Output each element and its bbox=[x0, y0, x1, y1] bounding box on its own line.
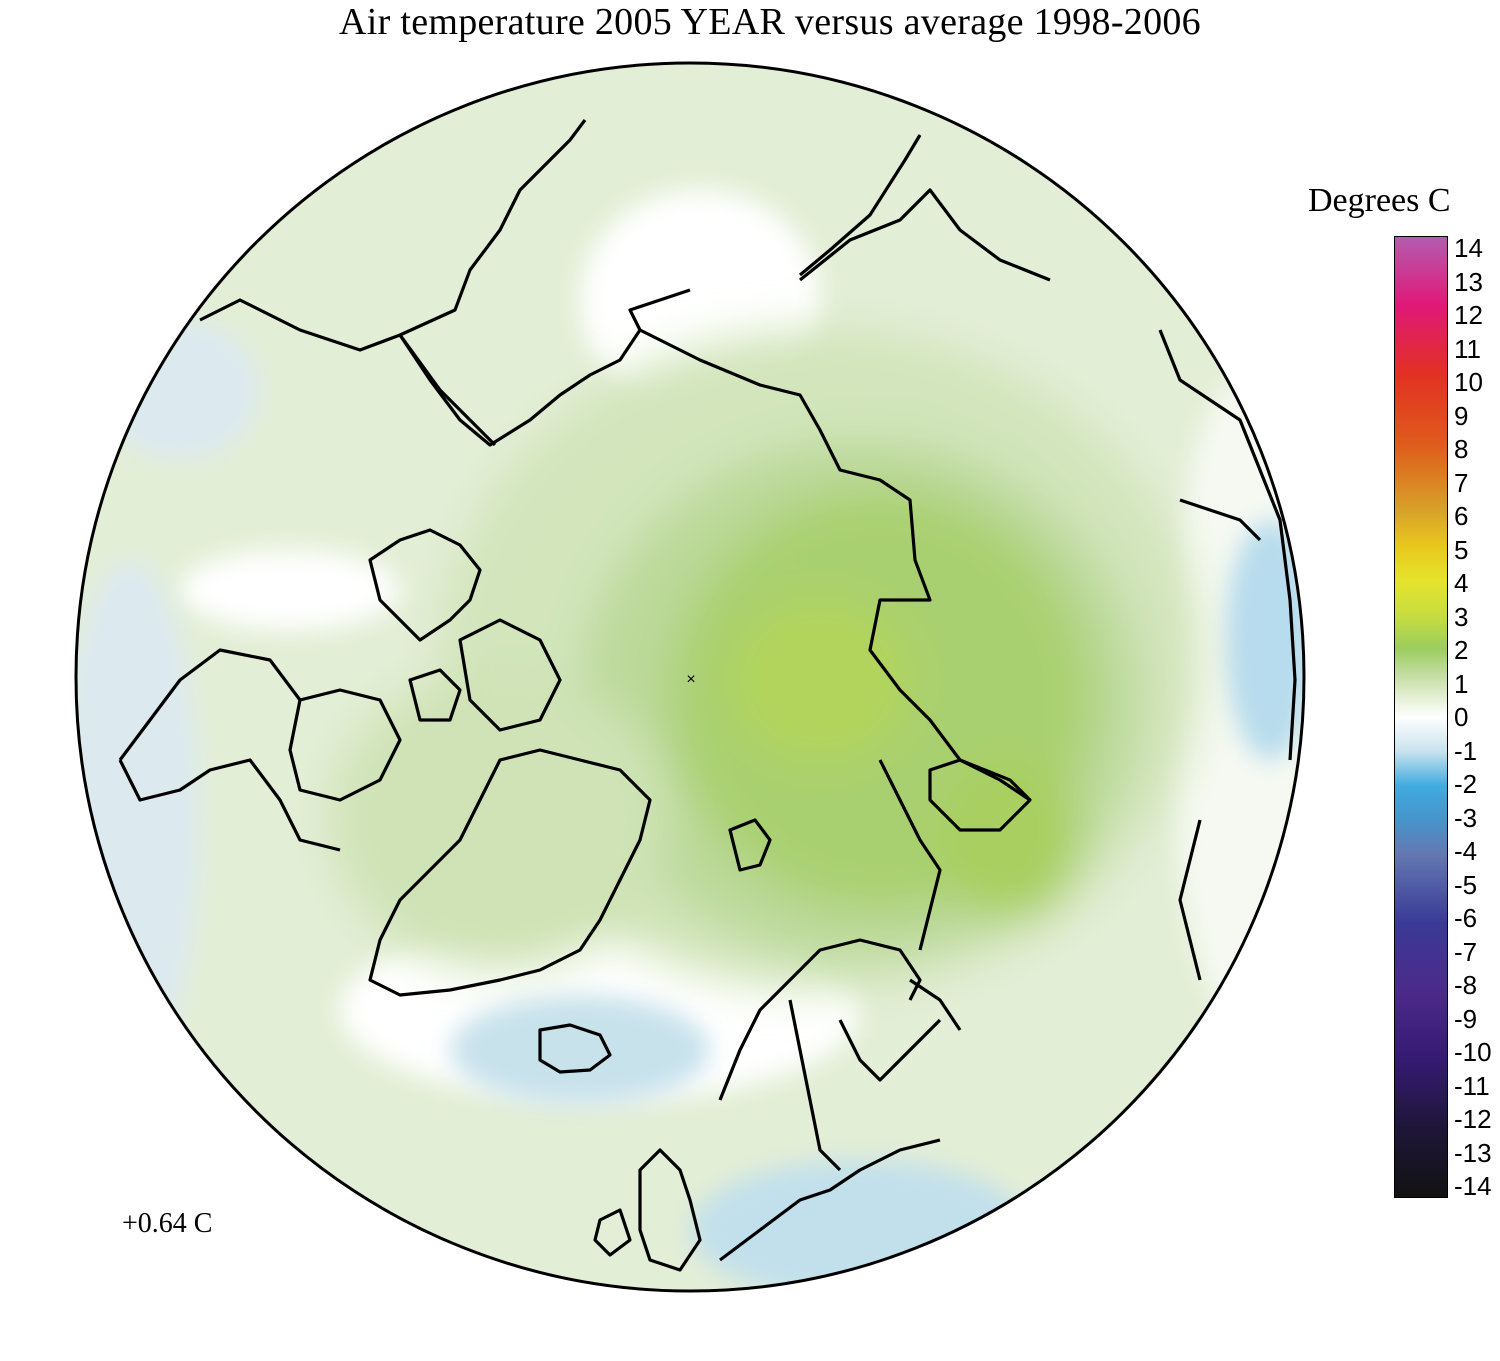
colorbar-tick-label: 11 bbox=[1454, 333, 1481, 364]
coast-east-asia-lower bbox=[1179, 498, 1262, 542]
field-cool-west bbox=[76, 560, 200, 1080]
map-boundary bbox=[74, 61, 1306, 1293]
coast-kara bbox=[878, 759, 942, 951]
colorbar-tick-label: -2 bbox=[1454, 769, 1478, 799]
coast-britain bbox=[638, 1148, 702, 1272]
colorbar-tick-label: -13 bbox=[1454, 1137, 1492, 1168]
coast-europe bbox=[719, 1138, 941, 1262]
coast-baffin bbox=[288, 688, 402, 802]
colorbar-tick-label: -4 bbox=[1454, 836, 1478, 866]
colorbar-tick-label: 13 bbox=[1454, 266, 1483, 297]
north-pole-marker: × bbox=[686, 671, 695, 688]
coast-east-asia bbox=[1158, 329, 1297, 761]
colorbar-tick-label: 6 bbox=[1454, 501, 1469, 531]
colorbar-tick-label: -5 bbox=[1454, 869, 1478, 900]
coast-finland bbox=[838, 1018, 942, 1082]
field-cool-iceland bbox=[450, 995, 710, 1105]
coast-kamchatka bbox=[798, 134, 922, 277]
colorbar-tick-label: -10 bbox=[1454, 1037, 1492, 1067]
colorbar-tick-label: 3 bbox=[1454, 601, 1469, 632]
colorbar-unit-label: Degrees C bbox=[1308, 182, 1451, 219]
colorbar-tick-label: -3 bbox=[1454, 802, 1478, 833]
colorbar-tick-label: 10 bbox=[1454, 367, 1483, 397]
map-title: Air temperature 2005 YEAR versus average… bbox=[338, 1, 1201, 43]
coast-sweden bbox=[788, 999, 842, 1172]
coast-svalbard bbox=[728, 818, 772, 872]
field-neutral-baffin bbox=[180, 550, 400, 630]
colorbar-tick-label: -7 bbox=[1454, 936, 1478, 967]
coast-archipelago-3 bbox=[408, 668, 462, 722]
coast-archipelago-2 bbox=[458, 618, 562, 732]
colorbar-tick-label: -1 bbox=[1454, 735, 1478, 766]
coast-ireland bbox=[593, 1208, 632, 1257]
coast-novaya-zemlya bbox=[928, 758, 1032, 832]
border-alaska-canada bbox=[398, 334, 497, 447]
colorbar-tick-label: -8 bbox=[1454, 970, 1478, 1000]
coast-chukotka bbox=[639, 328, 1032, 802]
colorbar-tick-label: 9 bbox=[1454, 400, 1469, 431]
colorbar-tick-label: 14 bbox=[1454, 233, 1483, 263]
colorbar-tick-labels: 14 13 12 11 10 9 8 7 6 5 4 3 2 1 0 -1 -2 -3 -4 -5 -6 -7 -8 -9 -1… bbox=[1454, 233, 1500, 1201]
colorbar-tick-label: 4 bbox=[1454, 568, 1469, 598]
colorbar-tick-label: -11 bbox=[1454, 1070, 1490, 1101]
colorbar-tick-label: -12 bbox=[1454, 1104, 1492, 1134]
colorbar-tick-label: 0 bbox=[1454, 702, 1469, 732]
colorbar bbox=[1394, 236, 1448, 1198]
field-warm-core bbox=[730, 600, 910, 760]
coast-iceland bbox=[538, 1023, 612, 1074]
coast-canada-arctic bbox=[398, 288, 691, 447]
coast-norway bbox=[718, 938, 922, 1101]
colorbar-tick-label: 2 bbox=[1454, 635, 1469, 665]
coast-archipelago-1 bbox=[368, 528, 482, 642]
colorbar-tick-label: 7 bbox=[1454, 467, 1469, 498]
colorbar-tick-label: 1 bbox=[1454, 668, 1469, 699]
border-russia-kazakh bbox=[909, 978, 962, 1031]
field-cool-europe bbox=[690, 1160, 1030, 1291]
coast-hudson-west bbox=[118, 648, 302, 761]
coast-greenland bbox=[368, 748, 652, 997]
colorbar-tick-label: -14 bbox=[1454, 1171, 1492, 1201]
coast-east-siberia bbox=[799, 188, 1051, 282]
field-warm-greenland bbox=[330, 670, 670, 970]
colorbar-tick-label: 12 bbox=[1454, 300, 1483, 330]
colorbar-tick-label: -9 bbox=[1454, 1003, 1478, 1034]
coastlines bbox=[118, 119, 1297, 1272]
coast-alaska bbox=[199, 119, 587, 352]
colorbar-tick-label: -6 bbox=[1454, 903, 1478, 933]
coast-siberia-east bbox=[1178, 819, 1202, 981]
coast-hudson-bay bbox=[118, 758, 341, 852]
mean-anomaly-label: +0.64 C bbox=[122, 1208, 213, 1239]
colorbar-tick-label: 5 bbox=[1454, 534, 1469, 565]
field-warm-core-east bbox=[940, 760, 1080, 920]
colorbar-tick-label: 8 bbox=[1454, 434, 1469, 464]
